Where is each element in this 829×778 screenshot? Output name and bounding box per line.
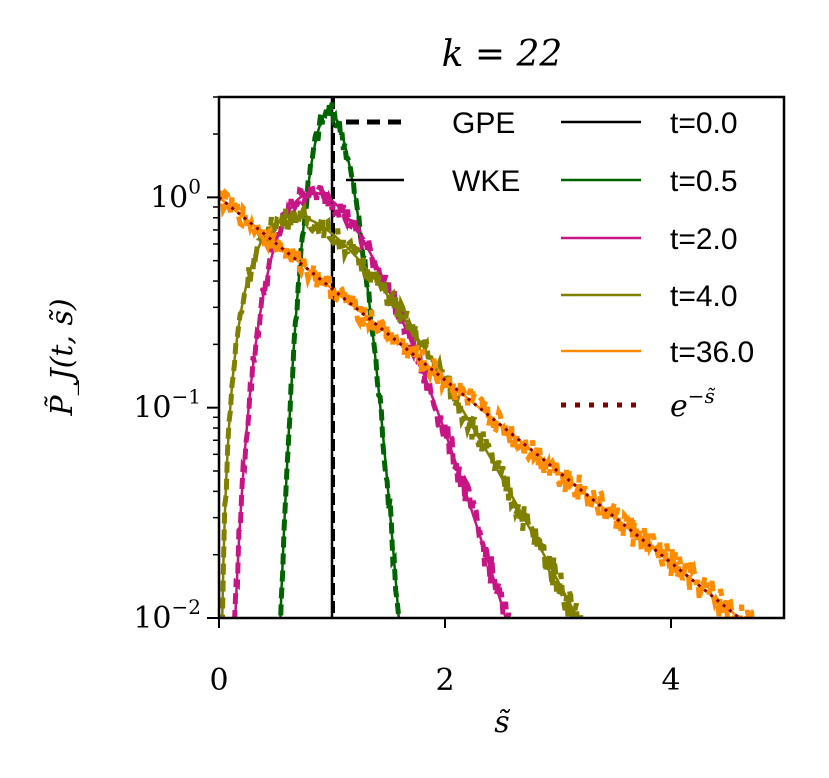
chart-title: k = 22: [442, 34, 563, 75]
series-t-2-0-wke-line: [233, 191, 508, 618]
legend-gpe-label: GPE: [452, 107, 515, 140]
legend-label: t=0.0: [670, 107, 738, 140]
legend-wke-label: WKE: [452, 165, 520, 198]
legend-label: e−s̃: [670, 384, 716, 424]
legend-label: t=36.0: [670, 336, 754, 369]
legend-label: t=4.0: [670, 280, 738, 313]
series-t-4-0-gpe-line: [219, 198, 584, 618]
legend: GPE WKE t=0.0 t=0.5 t=2.0 t=4.0 t=36.0 e−s̃: [346, 107, 754, 424]
series-t-4-0-wke-line: [221, 215, 579, 618]
legend-label: t=0.5: [670, 165, 738, 198]
series-exponential-line: [219, 196, 742, 618]
series-t-0-5-wke-line: [279, 110, 401, 618]
plot-frame: [217, 95, 786, 620]
y-axis-label: P̃_J(t, s̃): [45, 298, 80, 416]
x-tick-label: 0: [209, 663, 228, 698]
x-axis-label: s̃: [494, 705, 511, 740]
legend-label: t=2.0: [670, 223, 738, 256]
series-t-36-0-gpe-line: [219, 187, 755, 618]
y-tick-label: 10−2: [133, 595, 201, 636]
tick-layer: 0 2 4 10−2 10−1 100: [133, 96, 681, 698]
y-tick-label: 10−1: [133, 385, 201, 426]
x-tick-label: 2: [435, 663, 454, 698]
series-layer: [219, 97, 755, 618]
y-tick-label: 100: [150, 174, 201, 215]
x-tick-label: 4: [661, 663, 680, 698]
